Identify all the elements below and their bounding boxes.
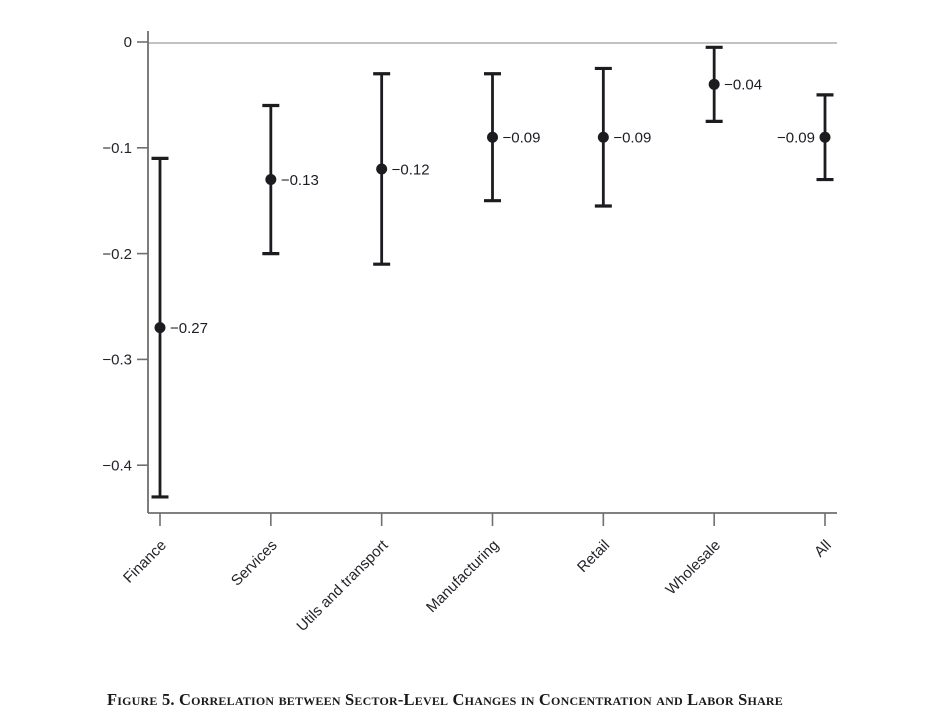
x-category-label: Retail (574, 537, 613, 576)
point-value-label: −0.13 (281, 172, 319, 189)
point-marker (265, 174, 277, 186)
point-marker (154, 322, 166, 334)
point-marker (819, 131, 831, 143)
point-value-label: −0.09 (613, 130, 651, 147)
point-value-label: −0.04 (724, 77, 762, 94)
y-tick-label: −0.1 (102, 140, 132, 157)
y-tick-label: −0.3 (102, 352, 132, 369)
point-value-label: −0.12 (392, 161, 430, 178)
x-category-label: Manufacturing (423, 537, 502, 616)
figure-5-chart: 0 −0.1 −0.2 −0.3 −0.4 Finance Services Utils an… (102, 31, 837, 635)
point-value-label: −0.27 (170, 320, 208, 337)
point-marker (487, 131, 498, 143)
point-value-label: −0.09 (777, 130, 815, 147)
x-category-label: Wholesale (662, 537, 724, 599)
point-marker (376, 163, 388, 175)
point-value-label: −0.09 (503, 130, 541, 147)
x-category-label: Finance (120, 537, 170, 587)
chart-canvas: 0 −0.1 −0.2 −0.3 −0.4 Finance Services Utils an… (102, 31, 837, 635)
x-category-label: All (811, 537, 835, 561)
y-tick-label: −0.2 (102, 246, 132, 263)
figure-caption: Figure 5. Correlation between Sector-Lev… (107, 690, 783, 709)
point-marker (708, 78, 720, 90)
x-category-label: Services (228, 537, 281, 590)
y-tick-label: 0 (124, 34, 132, 51)
point-marker (597, 131, 609, 143)
y-tick-label: −0.4 (102, 457, 132, 474)
x-category-label: Utils and transport (293, 536, 392, 635)
